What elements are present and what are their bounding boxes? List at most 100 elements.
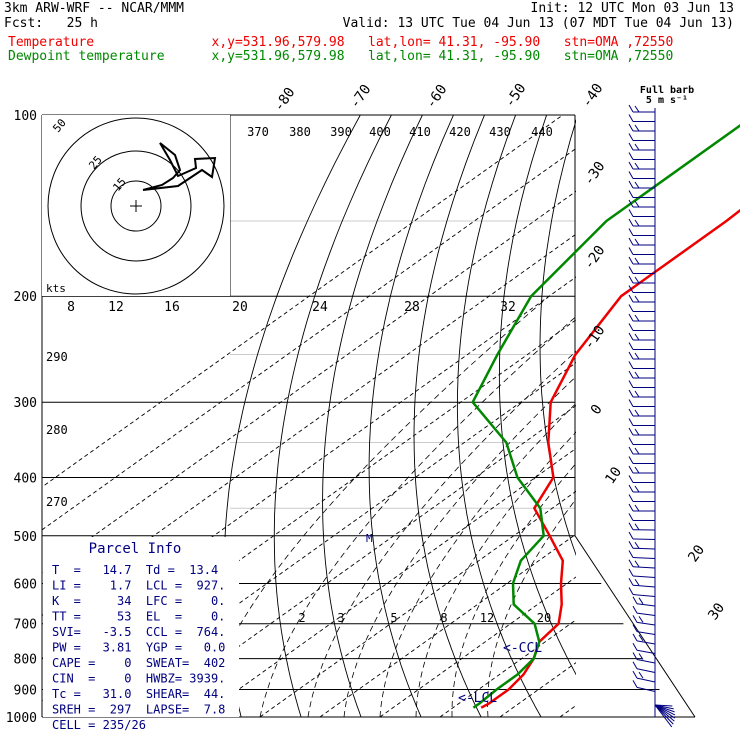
hodograph-speed-label-8: 8 [67, 300, 75, 315]
wind-barb-flag [632, 642, 638, 651]
theta-label-410: 410 [409, 125, 431, 139]
mixing-ratio-label-12: 12 [480, 611, 494, 625]
parcel-info-row: PW = 3.81 YGP = 0.0 [52, 641, 225, 655]
wind-barb-flag [634, 314, 640, 322]
parcel-info-row: SVI= -3.5 CCL = 764. [52, 625, 225, 639]
mixing-ratio-line-2 [307, 350, 576, 717]
wind-barb [632, 575, 656, 578]
dry-adiabat-370 [726, 115, 740, 717]
wind-barb-flag [632, 670, 638, 679]
dry-adiabat-310 [498, 115, 576, 676]
wind-barb-flag [628, 209, 634, 217]
wind-barb-flag [628, 161, 634, 170]
wind-barb [632, 538, 656, 540]
wind-barb-title: Full barb [640, 85, 694, 96]
wind-barb-flag [638, 634, 644, 642]
m-marker: M [366, 532, 373, 545]
pressure-label-600: 600 [14, 577, 37, 592]
wind-barb-flag [634, 390, 640, 398]
model-title: 3km ARW-WRF -- NCAR/MMM [4, 1, 185, 16]
dry-adiabat-320 [539, 119, 576, 557]
pressure-label-500: 500 [14, 530, 37, 545]
mixing-ratio-label-3: 3 [337, 611, 344, 625]
wind-barb-flag [632, 624, 638, 632]
wind-barb-flag [634, 333, 640, 341]
wind-barb-flag [638, 597, 644, 605]
hodograph-speed-label-20: 20 [232, 300, 248, 315]
theta-side-label-280: 280 [46, 423, 68, 437]
parcel-info-row: LI = 1.7 LCL = 927. [52, 579, 225, 593]
dry-adiabat-260 [273, 115, 392, 717]
pressure-label-900: 900 [14, 683, 37, 698]
parcel-info-background [43, 537, 239, 717]
isotherm-label-0: 0 [588, 402, 606, 418]
wind-barb-flag [628, 456, 634, 464]
wind-barb-flag [634, 541, 640, 549]
parcel-info-row: T = 14.7 Td = 13.4 [52, 563, 218, 577]
wind-barb-flag [628, 437, 634, 445]
wind-barb-flag [628, 399, 634, 407]
isotherm-label--10: -10 [581, 323, 609, 353]
parcel-info-row: CIN = 0 HWBZ= 3939. [52, 672, 225, 686]
wind-barb-flag [634, 143, 640, 151]
wind-barb-flag [628, 332, 634, 341]
wind-barb-unit: 5 m s⁻¹ [646, 95, 688, 106]
wind-barb-flag [628, 475, 634, 483]
dewpoint-legend: Dewpoint temperature x,y=531.96,579.98 l… [8, 49, 674, 64]
wind-barb-flag [628, 418, 634, 426]
theta-label-390: 390 [330, 125, 352, 139]
wind-barb-flag [634, 257, 640, 265]
wind-barb-flag [628, 294, 634, 303]
wind-barb [636, 659, 656, 664]
hodograph-ring-0 [110, 180, 162, 232]
wind-barb-flag [628, 494, 634, 502]
isotherm-label--80: -80 [271, 85, 299, 115]
wind-barb-flag [628, 587, 634, 595]
wind-barb [636, 649, 656, 654]
parcel-info-row: TT = 53 EL = 0. [52, 610, 225, 624]
wind-barb-flag [628, 285, 634, 293]
theta-label-400: 400 [369, 125, 391, 139]
parcel-info-row: Tc = 31.0 SHEAR= 44. [52, 687, 225, 701]
dry-adiabat-350 [655, 115, 740, 717]
pressure-label-100: 100 [14, 109, 37, 124]
wind-barb-flag [628, 313, 634, 322]
wind-barb-flag [628, 171, 634, 179]
wind-barb [632, 584, 656, 588]
wind-barb-flag [634, 352, 640, 360]
theta-label-370: 370 [247, 125, 269, 139]
parcel-info-row: CAPE = 0 SWEAT= 402 [52, 656, 225, 670]
ccl-marker: <-CCL [503, 641, 542, 656]
dry-adiabat-250 [223, 115, 361, 717]
dewpoint-trace [471, 124, 740, 709]
pressure-label-200: 200 [14, 290, 37, 305]
wind-barb [636, 640, 656, 645]
parcel-info-row: CELL = 235/26 [52, 718, 146, 732]
wind-barb-flag [628, 408, 634, 417]
wind-barb-flag [634, 162, 640, 170]
dry-adiabat-360 [691, 115, 740, 717]
hodograph-speed-label-16: 16 [164, 300, 180, 315]
mixing-ratio-line-3 [343, 376, 576, 717]
wind-barb-flag [628, 370, 634, 379]
isotherm-label--30: -30 [581, 159, 609, 189]
theta-side-label-270: 270 [46, 495, 68, 509]
wind-barb-flag [634, 466, 640, 474]
wind-barb-flag [628, 361, 634, 369]
hodograph-ring-2 [47, 117, 225, 295]
isotherm-label--40: -40 [579, 81, 607, 111]
right-axis-lower [574, 535, 696, 718]
mixing-ratio-line-6 [451, 462, 576, 717]
valid-time: Valid: 13 UTC Tue 04 Jun 13 (07 MDT Tue … [342, 16, 734, 31]
isotherm--90 [42, 190, 576, 574]
wind-barb-flag [628, 133, 634, 141]
theta-label-440: 440 [531, 125, 553, 139]
wind-barb-flag [628, 380, 634, 388]
pressure-label-700: 700 [14, 618, 37, 633]
wind-barb-flag [628, 503, 634, 512]
wind-barb-flag [628, 304, 634, 312]
lcl-marker: <-LCL [458, 691, 497, 706]
wind-barb-flag [638, 671, 644, 679]
theta-label-430: 430 [489, 125, 511, 139]
hodograph-speed-label-24: 24 [312, 300, 328, 315]
